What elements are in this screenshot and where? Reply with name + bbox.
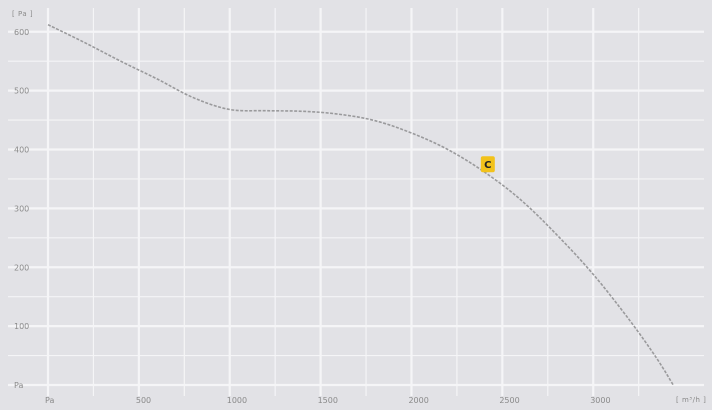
- annotations: C: [480, 156, 495, 173]
- y-axis-unit: [ Pa ]: [12, 10, 33, 18]
- y-tick-label: 500: [14, 87, 29, 96]
- x-tick-label: 2000: [408, 396, 428, 405]
- operating-point-label: C: [484, 160, 491, 171]
- y-tick-label: 100: [14, 322, 29, 331]
- x-tick-label: 500: [136, 396, 151, 405]
- x-tick-label: 3000: [590, 396, 610, 405]
- y-tick-label: 300: [14, 204, 29, 213]
- x-tick-label: 2500: [499, 396, 519, 405]
- curve-layer: [47, 23, 674, 386]
- operating-point-marker: [480, 156, 495, 173]
- y-tick-label: 200: [14, 263, 29, 272]
- tick-labels: Pa 100 200 300 400 500 600 Pa 500 1000 1500 2000 250…: [14, 28, 611, 405]
- x-tick-label: Pa: [45, 396, 54, 405]
- y-tick-label: 400: [14, 146, 29, 155]
- fan-curve-line: [47, 23, 674, 386]
- x-tick-label: 1000: [227, 396, 247, 405]
- y-tick-label: Pa: [14, 381, 23, 390]
- x-axis-unit: [ m³/h ]: [676, 396, 706, 404]
- x-tick-label: 1500: [318, 396, 338, 405]
- y-tick-label: 600: [14, 28, 29, 37]
